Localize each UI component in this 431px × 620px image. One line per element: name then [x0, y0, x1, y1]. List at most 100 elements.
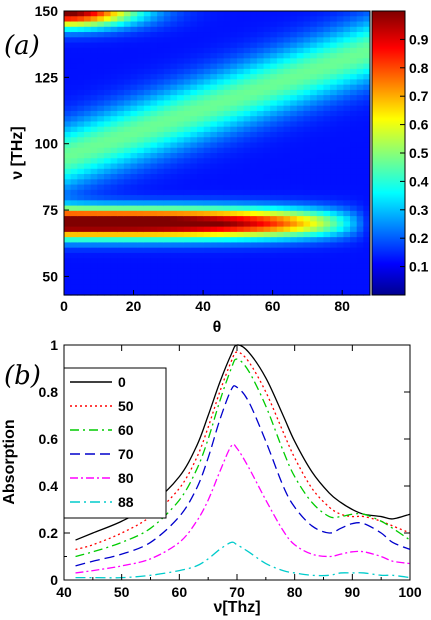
heatmap-cell	[70, 126, 78, 133]
heatmap-cell	[323, 205, 331, 212]
heatmap-cell	[150, 16, 158, 23]
heatmap-cell	[143, 16, 152, 23]
heatmap-cell	[250, 37, 258, 44]
heatmap-cell	[197, 53, 205, 59]
heatmap-cell	[103, 163, 112, 170]
heatmap-cell	[90, 221, 98, 228]
heatmap-cell	[163, 189, 172, 196]
heatmap-cell	[137, 58, 145, 65]
heatmap-cell	[157, 174, 165, 180]
heatmap-cell	[323, 168, 331, 175]
heatmap-cell	[210, 189, 218, 196]
heatmap-cell	[203, 231, 211, 238]
heatmap-cell	[256, 84, 265, 91]
heatmap-cell	[177, 142, 185, 149]
heatmap-cell	[137, 105, 145, 112]
heatmap-cell	[197, 131, 205, 138]
heatmap-cell	[170, 68, 178, 75]
heatmap-cell	[157, 231, 165, 238]
heatmap-cell	[217, 26, 225, 33]
heatmap-cell	[177, 16, 185, 23]
heatmap-cell	[190, 147, 198, 154]
heatmap-cell	[256, 273, 265, 280]
heatmap-cell	[296, 153, 305, 159]
heatmap-cell	[343, 284, 351, 291]
heatmap-cell	[323, 200, 331, 207]
heatmap-cell	[303, 16, 311, 23]
heatmap-cell	[223, 68, 231, 75]
heatmap-cell	[64, 237, 72, 244]
heatmap-cell	[90, 21, 98, 28]
heatmap-cell	[343, 137, 351, 144]
heatmap-cell	[64, 205, 72, 212]
heatmap-cell	[236, 216, 245, 222]
heatmap-cell	[137, 79, 145, 86]
heatmap-cell	[303, 26, 311, 33]
heatmap-cell	[203, 131, 211, 138]
heatmap-cell	[230, 200, 238, 207]
heatmap-cell	[83, 11, 92, 17]
heatmap-cell	[90, 79, 98, 86]
heatmap-cell	[143, 179, 152, 186]
heatmap-cell	[123, 89, 132, 96]
heatmap-cell	[310, 16, 318, 23]
heatmap-cell	[190, 47, 198, 54]
heatmap-cell	[243, 116, 251, 123]
heatmap-cell	[157, 163, 165, 170]
series-line-80	[75, 443, 411, 574]
heatmap-cell	[137, 279, 145, 286]
heatmap-cell	[276, 242, 285, 249]
heatmap-cell	[290, 142, 298, 149]
heatmap-cell	[210, 74, 218, 80]
heatmap-cell	[350, 258, 358, 265]
heatmap-cell	[170, 231, 178, 238]
heatmap-cell	[70, 131, 78, 138]
heatmap-cell	[123, 137, 132, 144]
heatmap-cell	[177, 174, 185, 180]
heatmap-cell	[97, 184, 105, 191]
heatmap-cell	[170, 137, 178, 144]
heatmap-cell	[123, 53, 132, 59]
heatmap-cell	[236, 121, 245, 128]
heatmap-cell	[363, 279, 371, 286]
heatmap-cell	[263, 200, 271, 207]
heatmap-cell	[243, 263, 251, 270]
heatmap-cell	[90, 32, 98, 38]
heatmap-cell	[270, 247, 278, 254]
heatmap-cell	[290, 273, 298, 280]
heatmap-cell	[243, 273, 251, 280]
heatmap-cell	[110, 221, 118, 228]
heatmap-cell	[64, 168, 72, 175]
heatmap-cell	[236, 189, 245, 196]
heatmap-cell	[330, 84, 338, 91]
heatmap-cell	[363, 32, 371, 38]
heatmap-cell	[270, 189, 278, 196]
heatmap-cell	[270, 184, 278, 191]
heatmap-cell	[350, 279, 358, 286]
heatmap-cell	[110, 121, 118, 128]
heatmap-cell	[336, 163, 344, 170]
heatmap-cell	[270, 116, 278, 123]
heatmap-cell	[363, 142, 371, 149]
heatmap-cell	[336, 121, 344, 128]
heatmap-cell	[303, 79, 311, 86]
heatmap-cell	[350, 89, 358, 96]
heatmap-cell	[117, 279, 125, 286]
heatmap-cell	[336, 37, 344, 44]
heatmap-cell	[296, 226, 305, 233]
heatmap-cell	[330, 242, 338, 249]
heatmap-cell	[143, 279, 152, 286]
heatmap-cell	[210, 110, 218, 117]
heatmap-cell	[83, 47, 92, 54]
heatmap-cell	[97, 268, 105, 275]
heatmap-cell	[110, 174, 118, 180]
heatmap-x-axis-label: θ	[213, 319, 222, 336]
heatmap-cell	[190, 216, 198, 222]
heatmap-cell	[316, 184, 325, 191]
heatmap-cell	[310, 158, 318, 165]
heatmap-cell	[170, 268, 178, 275]
heatmap-cell	[270, 263, 278, 270]
heatmap-cell	[263, 47, 271, 54]
heatmap-cell	[243, 47, 251, 54]
heatmap-cell	[183, 126, 191, 133]
